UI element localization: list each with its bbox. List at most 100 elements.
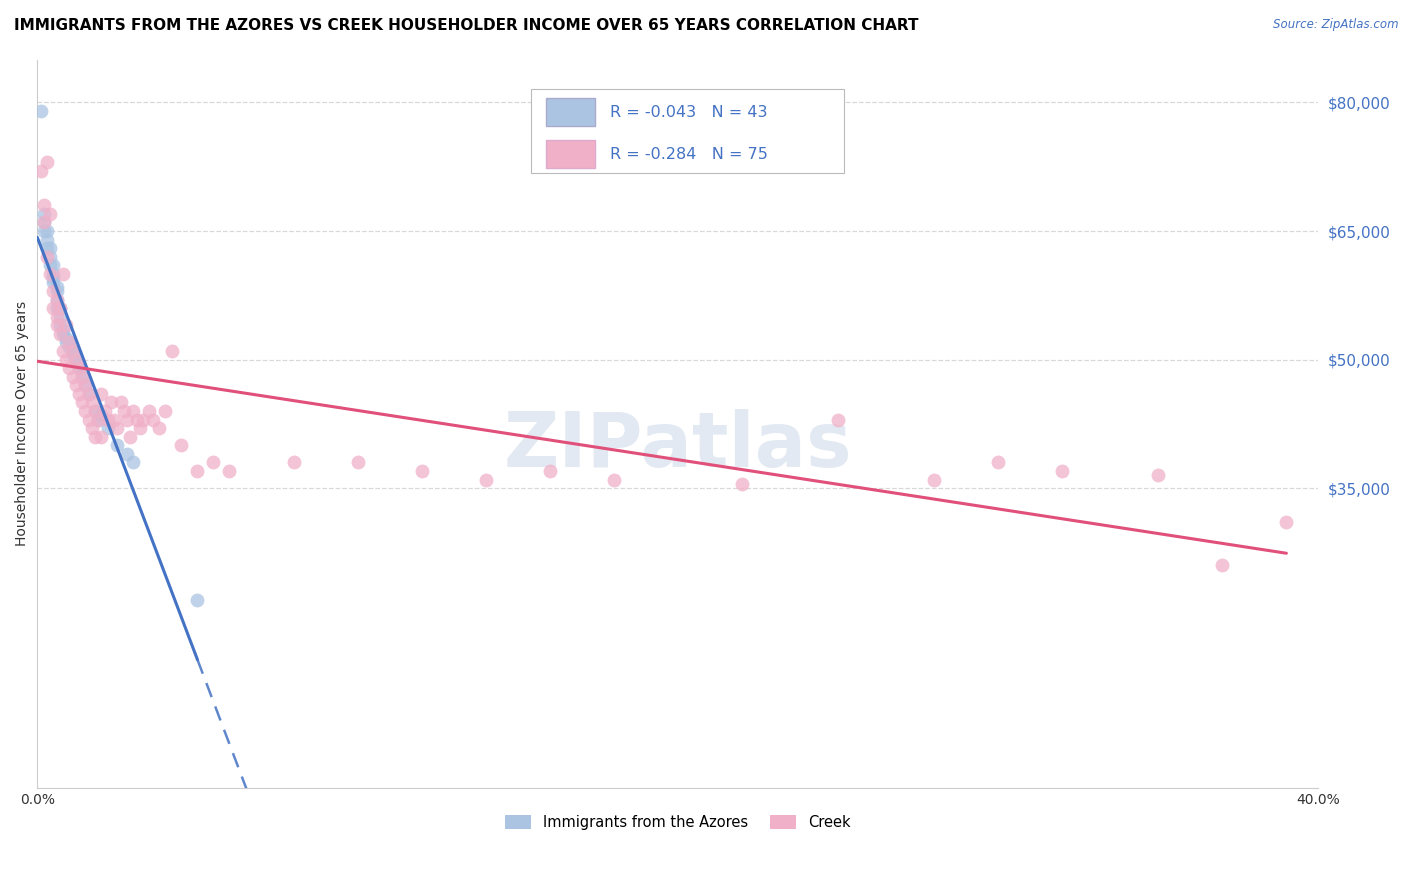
Y-axis label: Householder Income Over 65 years: Householder Income Over 65 years — [15, 301, 30, 547]
Point — [48, 301, 70, 315]
Point — [186, 592, 208, 607]
Point — [112, 404, 135, 418]
Point — [97, 421, 120, 435]
Point — [100, 395, 122, 409]
Point — [32, 215, 55, 229]
Text: R = -0.043   N = 43: R = -0.043 N = 43 — [610, 104, 768, 120]
Point — [48, 326, 70, 341]
Point — [32, 198, 55, 212]
Point — [80, 421, 103, 435]
Point — [218, 464, 240, 478]
Point — [1147, 468, 1170, 483]
Point — [1211, 558, 1233, 573]
Point — [142, 412, 165, 426]
Point — [1050, 464, 1073, 478]
Point — [45, 279, 67, 293]
Point — [97, 412, 120, 426]
Point — [75, 378, 97, 392]
Text: R = -0.284   N = 75: R = -0.284 N = 75 — [610, 146, 768, 161]
Bar — [546, 140, 595, 168]
Point — [45, 310, 67, 324]
Point — [42, 267, 65, 281]
Point — [115, 412, 138, 426]
Text: Source: ZipAtlas.com: Source: ZipAtlas.com — [1274, 18, 1399, 31]
Point — [35, 241, 58, 255]
Point — [42, 258, 65, 272]
Point — [128, 421, 150, 435]
Point — [70, 395, 93, 409]
Point — [55, 335, 77, 350]
Point — [35, 224, 58, 238]
Point — [35, 233, 58, 247]
Point — [42, 284, 65, 298]
Point — [90, 387, 112, 401]
Point — [122, 455, 145, 469]
Point — [603, 473, 626, 487]
Point — [65, 352, 87, 367]
Point — [52, 326, 75, 341]
Point — [30, 164, 52, 178]
Point — [84, 404, 107, 418]
Point — [39, 258, 62, 272]
Point — [55, 352, 77, 367]
Point — [70, 369, 93, 384]
Point — [48, 318, 70, 333]
Point — [70, 369, 93, 384]
Legend: Immigrants from the Azores, Creek: Immigrants from the Azores, Creek — [499, 809, 856, 836]
Point — [411, 464, 433, 478]
Point — [67, 361, 90, 376]
Point — [62, 344, 84, 359]
Point — [30, 103, 52, 118]
Point — [283, 455, 305, 469]
Point — [55, 318, 77, 333]
Point — [58, 335, 80, 350]
Point — [138, 404, 160, 418]
Point — [45, 293, 67, 307]
Point — [77, 387, 100, 401]
Point — [32, 207, 55, 221]
Point — [55, 331, 77, 345]
Point — [827, 412, 849, 426]
Point — [93, 404, 115, 418]
Point — [103, 412, 125, 426]
Point — [186, 464, 208, 478]
Point — [346, 455, 368, 469]
Point — [67, 387, 90, 401]
Point — [62, 348, 84, 362]
Point — [32, 224, 55, 238]
Point — [39, 241, 62, 255]
Point — [122, 404, 145, 418]
Point — [45, 284, 67, 298]
Point — [132, 412, 155, 426]
Text: ZIPatlas: ZIPatlas — [503, 409, 852, 483]
Point — [58, 335, 80, 350]
Point — [45, 293, 67, 307]
Point — [731, 476, 754, 491]
Point — [75, 378, 97, 392]
Point — [115, 447, 138, 461]
Point — [125, 412, 148, 426]
Point — [538, 464, 561, 478]
Point — [58, 340, 80, 354]
Point — [32, 215, 55, 229]
Text: IMMIGRANTS FROM THE AZORES VS CREEK HOUSEHOLDER INCOME OVER 65 YEARS CORRELATION: IMMIGRANTS FROM THE AZORES VS CREEK HOUS… — [14, 18, 918, 33]
Point — [75, 404, 97, 418]
Point — [155, 404, 177, 418]
Point — [35, 155, 58, 169]
Point — [45, 318, 67, 333]
Point — [120, 430, 142, 444]
Point — [90, 409, 112, 423]
Point — [52, 267, 75, 281]
Point — [48, 310, 70, 324]
FancyBboxPatch shape — [530, 88, 845, 172]
Point — [65, 352, 87, 367]
Point — [80, 395, 103, 409]
Point — [105, 438, 128, 452]
Point — [110, 395, 132, 409]
Point — [77, 412, 100, 426]
Point — [105, 421, 128, 435]
Point — [42, 271, 65, 285]
Bar — [546, 98, 595, 126]
Point — [987, 455, 1010, 469]
Point — [39, 267, 62, 281]
